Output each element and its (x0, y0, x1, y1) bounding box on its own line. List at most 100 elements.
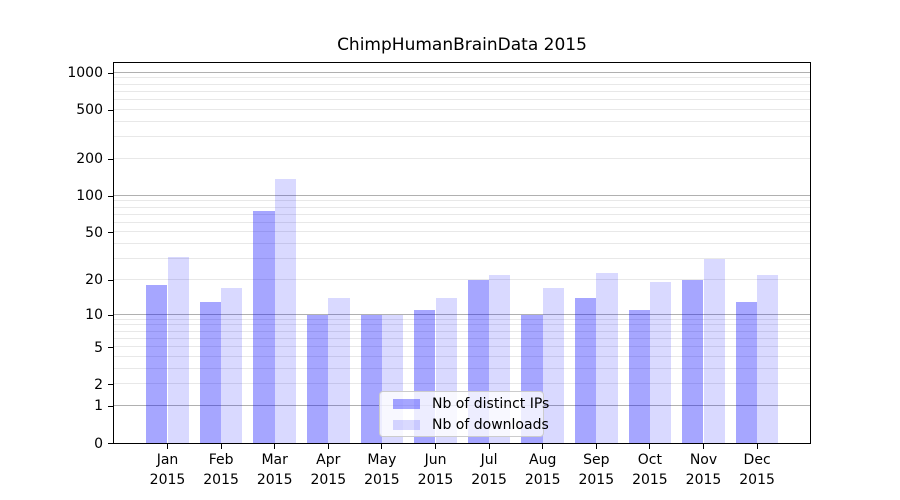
x-tick-label-jan: Jan 2015 (149, 452, 186, 488)
bar-distinct-ips-nov (682, 279, 704, 443)
y-tick-label: 100 (76, 188, 103, 205)
bar-downloads-feb (221, 288, 243, 443)
y-tick-mark (107, 443, 113, 445)
y-tick-mark (107, 109, 113, 111)
gridline-minor (114, 243, 810, 244)
legend-swatch-downloads (393, 419, 420, 430)
y-tick-mark (107, 347, 113, 349)
x-tick-label-mar: Mar 2015 (256, 452, 293, 488)
gridline-minor (114, 206, 810, 208)
bar-distinct-ips-apr (306, 314, 329, 443)
x-tick-mark (220, 444, 222, 449)
gridline-minor (114, 200, 810, 202)
y-tick-mark (107, 72, 113, 74)
gridline-major (114, 313, 810, 315)
bar-downloads-nov (703, 258, 725, 443)
y-tick-mark (107, 314, 113, 316)
gridline-major (114, 194, 810, 196)
x-tick-mark (381, 444, 383, 449)
x-tick-mark (327, 444, 329, 449)
gridline-minor (114, 278, 810, 280)
gridline-major (114, 71, 810, 73)
gridline-minor (114, 136, 810, 138)
bar-downloads-aug (542, 288, 565, 443)
x-tick-label-jun: Jun 2015 (417, 452, 454, 488)
x-tick-label-jul: Jul 2015 (471, 452, 507, 488)
y-tick-mark (107, 384, 113, 386)
y-tick-label: 20 (85, 272, 103, 289)
gridline-minor (114, 367, 810, 369)
gridline-minor (114, 257, 810, 259)
x-tick-label-dec: Dec 2015 (739, 452, 775, 488)
gridline-minor (114, 221, 810, 223)
gridline-minor (114, 108, 810, 110)
plot-area (113, 62, 811, 444)
gridline-minor (114, 383, 810, 385)
y-tick-label: 1 (94, 398, 103, 415)
x-tick-label-nov: Nov 2015 (685, 452, 722, 488)
y-tick-label: 500 (76, 102, 103, 119)
legend-label: Nb of distinct IPs (432, 395, 550, 412)
bar-distinct-ips-sep (574, 297, 597, 443)
legend: Nb of distinct IPs Nb of downloads (379, 391, 549, 437)
gridline-minor (114, 231, 810, 233)
legend-item: Nb of distinct IPs (388, 395, 549, 413)
y-tick-label: 200 (76, 151, 103, 168)
x-tick-mark (702, 444, 705, 449)
x-tick-mark (595, 444, 597, 449)
gridline-minor (114, 337, 810, 339)
gridline-minor (114, 90, 810, 92)
y-tick-mark (107, 232, 113, 234)
y-tick-label: 2 (94, 376, 103, 393)
gridline-minor (114, 324, 810, 326)
bar-distinct-ips-mar (253, 210, 275, 443)
y-tick-mark (107, 195, 113, 197)
x-tick-mark (434, 444, 437, 449)
y-tick-mark (107, 158, 113, 160)
y-tick-label: 5 (94, 339, 103, 356)
bar-distinct-ips-feb (199, 301, 222, 443)
gridline-minor (114, 99, 810, 100)
gridline-minor (114, 120, 810, 122)
gridline-minor (114, 318, 810, 320)
legend-label: Nb of downloads (432, 416, 549, 433)
x-tick-mark (166, 444, 169, 449)
gridline-minor (114, 346, 810, 347)
y-tick-label: 50 (85, 224, 103, 241)
bar-downloads-jan (167, 257, 189, 443)
x-tick-label-sep: Sep 2015 (578, 452, 615, 488)
bar-distinct-ips-jan (146, 285, 168, 443)
x-tick-label-may: May 2015 (364, 452, 400, 488)
gridline-minor (114, 83, 810, 85)
bar-downloads-sep (596, 272, 618, 443)
x-tick-label-aug: Aug 2015 (524, 452, 561, 488)
x-tick-mark (274, 444, 276, 449)
chart-title: ChimpHumanBrainData 2015 (337, 35, 587, 55)
gridline-minor (114, 157, 810, 159)
x-tick-mark (649, 444, 651, 449)
y-tick-mark (107, 279, 113, 281)
y-tick-mark (107, 405, 113, 407)
gridline-minor (114, 213, 810, 215)
bar-distinct-ips-may (360, 314, 382, 443)
bar-distinct-ips-oct (628, 309, 650, 443)
y-tick-label: 10 (85, 307, 103, 323)
x-tick-mark (488, 444, 490, 449)
gridline-minor (114, 77, 810, 79)
y-tick-label: 1000 (67, 65, 103, 82)
legend-swatch-distinct-ips (393, 398, 420, 409)
x-tick-mark (756, 444, 758, 449)
bar-downloads-apr (328, 297, 350, 443)
bar-downloads-mar (274, 178, 297, 443)
x-tick-mark (542, 444, 544, 449)
bar-downloads-dec (757, 274, 779, 443)
legend-item: Nb of downloads (388, 416, 549, 434)
gridline-minor (114, 330, 810, 332)
bar-downloads-oct (649, 282, 672, 443)
gridline-minor (114, 355, 810, 357)
bar-distinct-ips-dec (735, 301, 758, 443)
y-tick-label: 0 (94, 435, 103, 452)
x-tick-label-oct: Oct 2015 (632, 452, 668, 488)
x-tick-label-apr: Apr 2015 (310, 452, 347, 488)
